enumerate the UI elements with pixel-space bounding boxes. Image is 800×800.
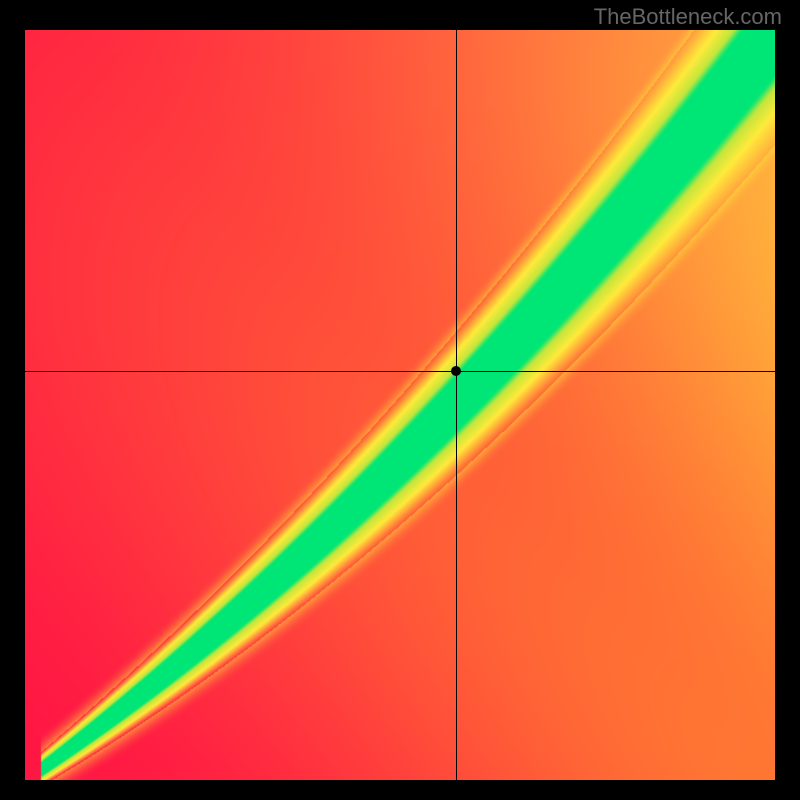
chart-container: TheBottleneck.com <box>0 0 800 800</box>
heatmap-canvas <box>25 30 775 780</box>
crosshair-horizontal <box>25 371 775 372</box>
plot-area <box>25 30 775 780</box>
watermark-text: TheBottleneck.com <box>594 4 782 30</box>
crosshair-vertical <box>456 30 457 780</box>
crosshair-marker <box>451 366 461 376</box>
